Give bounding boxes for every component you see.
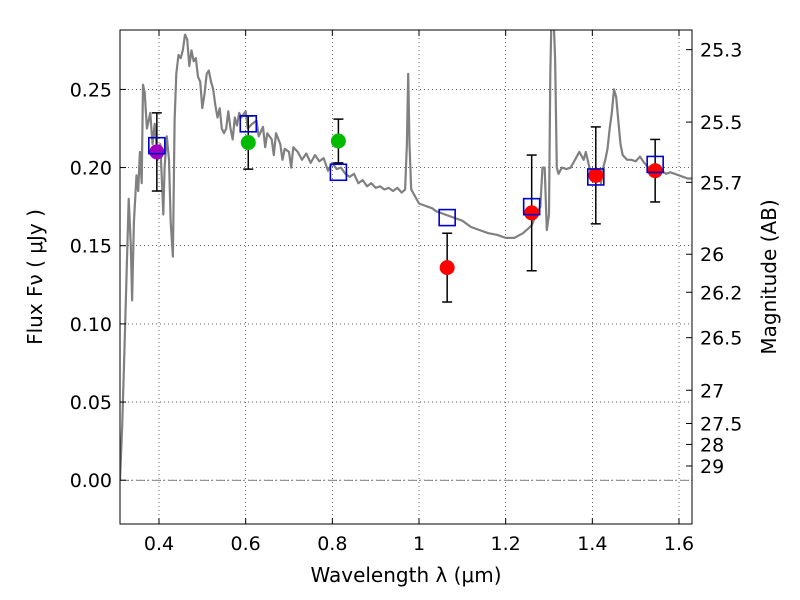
x-tick-label: 1.2 [491, 533, 521, 555]
observed-point [240, 135, 256, 151]
grid [120, 30, 692, 524]
model-sed-line [120, 30, 692, 481]
right-tick-label: 29 [700, 456, 724, 478]
y-tick-label: 0.15 [70, 236, 112, 258]
x-tick-label: 0.4 [144, 533, 174, 555]
right-axis-label: Magnitude (AB) [757, 199, 781, 354]
right-tick-label: 25.5 [700, 112, 742, 134]
y-tick-label: 0.25 [70, 79, 112, 101]
right-tick-label: 25.3 [700, 40, 742, 62]
model-photometry-square [646, 155, 664, 174]
right-tick-label: 26.5 [700, 328, 742, 350]
observed-point [588, 167, 604, 183]
model-photometry-square [329, 163, 348, 182]
model-photometry-square [586, 168, 605, 186]
x-axis-label: Wavelength λ (μm) [310, 563, 501, 587]
y-tick-label: 0.10 [70, 314, 112, 336]
model-photometry-square [522, 197, 541, 216]
y-tick-label: 0.20 [70, 158, 112, 180]
x-tick-label: 0.8 [317, 533, 347, 555]
right-tick-label: 26.2 [700, 282, 742, 304]
plot-frame [119, 29, 693, 525]
y-axis-label: Flux Fν ( μJy ) [23, 209, 47, 345]
observed-point [524, 205, 540, 221]
right-tick-label: 26 [700, 244, 724, 266]
right-tick-label: 25.7 [700, 172, 742, 194]
ticks: 0.4 0.6 0.8 1 1.2 1.4 1.6 0.00 0.05 0.10 0.15 0.20 0… [70, 30, 742, 555]
right-tick-label: 27.5 [700, 413, 742, 435]
model-photometry-square [239, 114, 258, 133]
x-tick-label: 1.6 [664, 533, 694, 555]
right-tick-label: 28 [700, 434, 724, 456]
model-photometry-square [438, 208, 456, 227]
observed-point [149, 144, 165, 160]
model-photometry-points [148, 114, 664, 227]
observed-points [149, 133, 663, 276]
y-tick-label: 0.05 [70, 392, 112, 414]
model-photometry-square [148, 136, 166, 155]
observed-point [647, 163, 663, 179]
observed-point [439, 260, 455, 276]
x-tick-label: 1 [413, 533, 425, 555]
x-tick-label: 1.4 [577, 533, 607, 555]
x-tick-label: 0.6 [231, 533, 261, 555]
observed-point [330, 133, 346, 149]
y-tick-label: 0.00 [70, 470, 112, 492]
right-tick-label: 27 [700, 380, 724, 402]
